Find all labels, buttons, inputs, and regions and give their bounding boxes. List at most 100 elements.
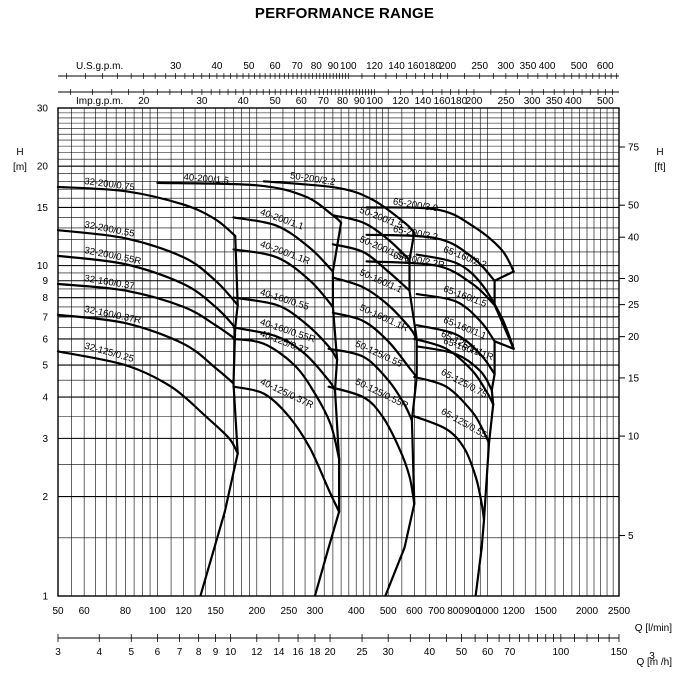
impgpm-tick-label: 70 [318,96,330,107]
y2-tick-label: 15 [628,373,640,384]
y-tick-label: 10 [37,261,49,272]
pump-curve [56,313,235,385]
m3h-tick-label: 14 [273,647,285,658]
m3h-tick-label: 50 [456,647,468,658]
x-tick-label: 60 [79,606,91,617]
impgpm-tick-label: 300 [524,96,541,107]
y-axis-unit: [m] [13,162,27,173]
usgpm-tick-label: 400 [539,61,556,72]
y-tick-label: 6 [42,334,48,345]
m3h-tick-label: 12 [251,647,263,658]
pump-curve [365,233,496,282]
y-tick-label: 4 [42,393,48,404]
x-tick-label: 120 [175,606,192,617]
pump-curve [56,282,237,340]
pump-curve [232,326,337,392]
x-tick-label: 500 [380,606,397,617]
x-tick-label: 50 [52,606,64,617]
pump-curve [56,229,239,307]
impgpm-tick-label: 160 [434,96,451,107]
y-tick-label: 5 [42,361,48,372]
y2-tick-label: 75 [628,142,640,153]
m3h-tick-label: 9 [213,647,219,658]
impgpm-tick-label: 120 [392,96,409,107]
m3h-tick-label: 5 [128,647,134,658]
impgpm-tick-label: 50 [270,96,282,107]
usgpm-tick-label: 120 [366,61,383,72]
impgpm-tick-label: 140 [414,96,431,107]
usgpm-tick-label: 160 [407,61,424,72]
usgpm-tick-label: 90 [328,61,340,72]
pump-curve [56,254,237,329]
pump-curve [331,276,418,340]
impgpm-tick-label: 100 [366,96,383,107]
pump-curve [415,324,496,376]
pump-curve [156,181,343,224]
y2-tick-label: 40 [628,233,640,244]
y-tick-label: 30 [37,104,49,115]
pump-curve [365,206,515,273]
usgpm-tick-label: 180 [424,61,441,72]
y-axis-title: H [16,147,23,158]
curve-label: 32-160/0.37R [83,304,142,326]
pump-curve [56,185,237,237]
x-tick-label: 2000 [576,606,599,617]
x-tick-label: 100 [149,606,166,617]
pump-curve [232,216,334,273]
x-tick-label: 150 [207,606,224,617]
plot-frame [57,107,620,597]
y-tick-label: 15 [37,203,49,214]
pump-curve [232,296,339,361]
curve-label: 40-200/1.5 [183,172,229,187]
usgpm-tick-label: 300 [497,61,514,72]
y-tick-label: 8 [42,293,48,304]
y-tick-label: 2 [42,492,48,503]
envelope-line [474,270,515,597]
pump-curve [327,385,416,505]
m3h-tick-label: 40 [424,647,436,658]
x-tick-label: 400 [348,606,365,617]
impgpm-tick-label: 20 [138,96,150,107]
usgpm-tick-label: 30 [170,61,182,72]
pump-curve [413,337,495,406]
m3h-tick-label: 6 [155,647,161,658]
m3h-tick-label: 8 [196,647,202,658]
y-tick-label: 9 [42,276,48,287]
y2-tick-label: 5 [628,531,634,542]
x-tick-label: 200 [248,606,265,617]
y-tick-label: 3 [42,434,48,445]
x-axis-unit-superscript: 3 [649,651,655,662]
impgpm-tick-label: 400 [565,96,582,107]
curve-label: 50-160/1.1 [358,267,404,295]
x-axis-title-lpm: Q [l/min] [635,623,672,634]
impgpm-tick-label: 500 [597,96,614,107]
m3h-tick-label: 60 [482,647,494,658]
pump-curve [365,260,496,307]
series-layer [56,180,515,521]
chart-title: PERFORMANCE RANGE [254,5,435,22]
x-tick-label: 800 [447,606,464,617]
y-tick-label: 1 [42,592,48,603]
pump-curve [415,253,515,350]
usgpm-tick-label: 50 [243,61,255,72]
impgpm-tick-label: 80 [337,96,349,107]
impgpm-tick-label: 30 [196,96,208,107]
x-tick-label: 2500 [608,606,631,617]
y2-tick-label: 10 [628,432,640,443]
x-tick-label: 300 [307,606,324,617]
y2-axis-title: H [656,147,663,158]
x-tick-label: 1200 [503,606,526,617]
curve-label: 32-200/0.75 [84,176,136,193]
usgpm-tick-label: 250 [471,61,488,72]
m3h-tick-label: 3 [55,647,61,658]
x-tick-label: 900 [464,606,481,617]
m3h-tick-label: 4 [96,647,102,658]
y2-tick-label: 20 [628,332,640,343]
m3h-tick-label: 70 [504,647,516,658]
usgpm-tick-label: 60 [269,61,281,72]
impgpm-tick-label: 200 [466,96,483,107]
usgpm-tick-label: 350 [520,61,537,72]
m3h-tick-label: 7 [177,647,183,658]
x-tick-label: 80 [120,606,132,617]
